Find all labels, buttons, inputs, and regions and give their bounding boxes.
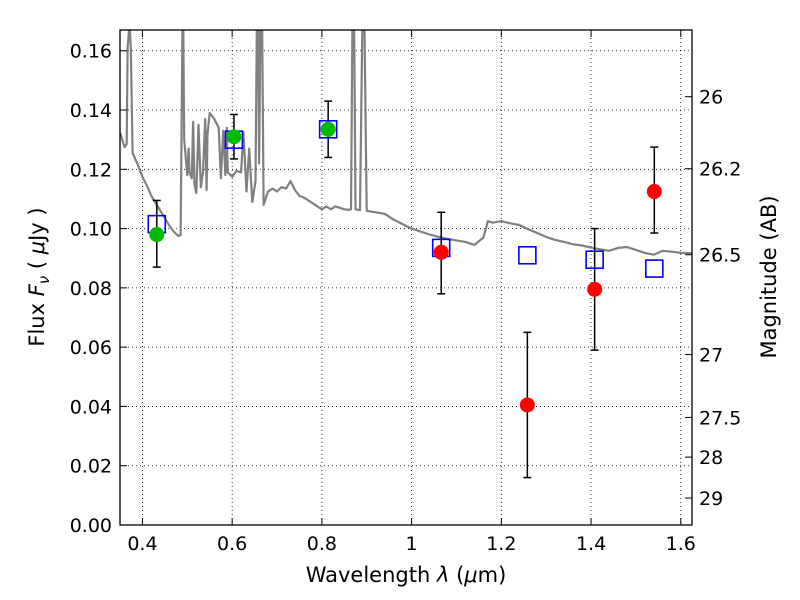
y2-tick-label: 26.5 [699, 245, 741, 267]
x-tick-label: 0.4 [127, 533, 157, 555]
ticks [120, 30, 692, 526]
y-tick-label: 0.14 [70, 100, 112, 122]
x-tick-label: 1 [406, 533, 418, 555]
observed-flux-point [149, 227, 165, 243]
y-tick-label: 0.04 [70, 396, 112, 418]
y2-axis-label: Magnitude (AB) [757, 195, 781, 358]
x-tick-label: 0.8 [307, 533, 337, 555]
x-axis-label-word: Wavelength [306, 563, 437, 587]
plot-frame [119, 29, 693, 526]
y2-tick-label: 26.2 [699, 159, 741, 181]
y2-tick-label: 27 [699, 345, 723, 367]
y-tick-label: 0.02 [70, 456, 112, 478]
observed-flux-point [226, 129, 242, 145]
x-tick-label: 1.4 [576, 533, 606, 555]
y-tick-label: 0.00 [70, 515, 112, 537]
y-axis-label-unit: Jy ) [25, 207, 49, 243]
y-axis-label: Flux Fν ( μJy ) [25, 207, 53, 346]
y-tick-label: 0.08 [70, 278, 112, 300]
model-flux-square [318, 119, 338, 139]
x-axis-label-mu: μ [463, 563, 477, 587]
model-sed-line [120, 30, 692, 256]
y-axis-label-paren: ( [25, 254, 49, 276]
x-axis-label-symbol: λ [436, 563, 449, 587]
observed-flux-point [320, 121, 336, 137]
y-axis-label-subscript: ν [35, 276, 53, 284]
y-tick-label: 0.06 [70, 337, 112, 359]
data-markers [147, 119, 664, 413]
x-tick-label: 1.2 [486, 533, 516, 555]
y-axis-label-word: Flux [25, 296, 49, 346]
y2-tick-label: 26 [699, 87, 723, 109]
observed-flux-point [646, 184, 662, 200]
x-axis-label: Wavelength λ (μm) [306, 563, 507, 587]
model-spectrum [120, 30, 692, 256]
y-tick-label: 0.16 [70, 41, 112, 63]
observed-flux-point [587, 281, 603, 297]
x-axis-label-unit: m) [478, 563, 507, 587]
x-tick-label: 0.6 [217, 533, 247, 555]
y2-tick-label: 28 [699, 447, 723, 469]
y-axis-label-mu: μ [25, 241, 49, 255]
tick-labels: 0.4 0.6 0.8 1 1.2 1.4 1.6 0.00 0.02 0.04 0.06 0.08 0… [70, 41, 742, 555]
observed-flux-point [519, 397, 535, 413]
x-tick-label: 1.6 [666, 533, 696, 555]
model-flux-square [645, 259, 664, 278]
observed-flux-point [433, 244, 449, 260]
y2-tick-label: 27.5 [699, 407, 741, 429]
model-flux-square [518, 245, 537, 265]
model-flux-square [585, 250, 604, 270]
y-axis-label-symbol: F [25, 283, 49, 296]
x-axis-label-paren: ( [449, 563, 464, 587]
grid [120, 30, 692, 526]
y2-tick-label: 29 [699, 488, 723, 510]
y-tick-label: 0.10 [70, 219, 112, 241]
y-tick-label: 0.12 [70, 159, 112, 181]
error-bars [152, 100, 659, 479]
